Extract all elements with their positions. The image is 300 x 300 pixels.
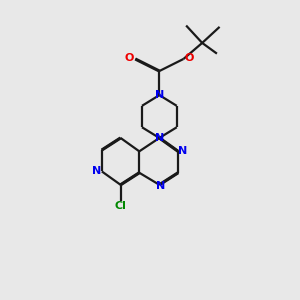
Text: N: N [155, 90, 164, 100]
Text: N: N [178, 146, 188, 156]
Text: N: N [155, 133, 164, 143]
Text: Cl: Cl [115, 201, 127, 211]
Text: O: O [185, 53, 194, 63]
Text: N: N [92, 167, 102, 176]
Text: N: N [156, 181, 165, 191]
Text: O: O [125, 53, 134, 63]
